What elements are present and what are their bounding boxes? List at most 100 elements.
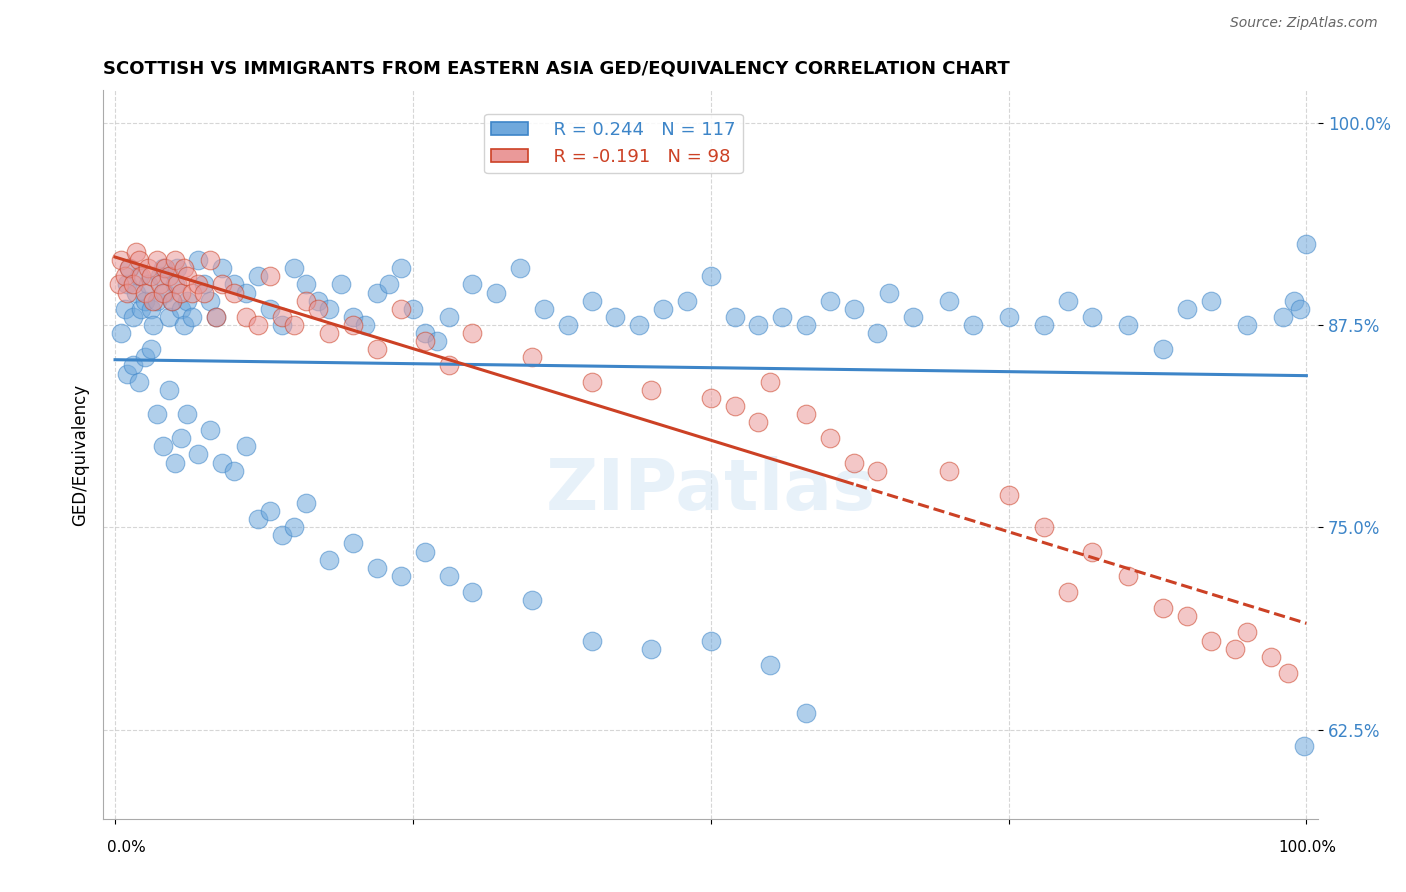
Point	[759, 657, 782, 672]
Point	[294, 496, 316, 510]
Point	[581, 375, 603, 389]
Point	[461, 585, 484, 599]
Point	[205, 310, 228, 324]
Point	[294, 277, 316, 292]
Point	[235, 439, 257, 453]
Point	[157, 269, 180, 284]
Point	[794, 318, 817, 332]
Point	[342, 318, 364, 332]
Point	[163, 253, 186, 268]
Point	[153, 285, 176, 300]
Point	[605, 310, 627, 324]
Point	[224, 277, 246, 292]
Point	[903, 310, 925, 324]
Point	[1277, 665, 1299, 680]
Point	[110, 253, 132, 268]
Point	[166, 261, 188, 276]
Point	[1057, 585, 1080, 599]
Point	[818, 431, 841, 445]
Point	[193, 285, 215, 300]
Point	[160, 293, 183, 308]
Point	[842, 301, 865, 316]
Point	[200, 423, 222, 437]
Point	[114, 269, 136, 284]
Point	[1116, 318, 1139, 332]
Point	[149, 269, 172, 284]
Point	[413, 544, 436, 558]
Point	[640, 383, 662, 397]
Text: 0.0%: 0.0%	[107, 840, 146, 855]
Point	[794, 706, 817, 721]
Point	[581, 293, 603, 308]
Text: SCOTTISH VS IMMIGRANTS FROM EASTERN ASIA GED/EQUIVALENCY CORRELATION CHART: SCOTTISH VS IMMIGRANTS FROM EASTERN ASIA…	[103, 60, 1010, 78]
Point	[1033, 520, 1056, 534]
Point	[139, 343, 162, 357]
Point	[129, 269, 152, 284]
Point	[640, 641, 662, 656]
Point	[173, 318, 195, 332]
Point	[318, 552, 340, 566]
Point	[938, 293, 960, 308]
Point	[270, 318, 292, 332]
Point	[110, 326, 132, 340]
Point	[118, 261, 141, 276]
Point	[1295, 237, 1317, 252]
Point	[176, 293, 198, 308]
Point	[1116, 569, 1139, 583]
Point	[520, 351, 543, 365]
Legend:   R = 0.244   N = 117,   R = -0.191   N = 98: R = 0.244 N = 117, R = -0.191 N = 98	[484, 114, 742, 173]
Point	[307, 301, 329, 316]
Point	[818, 293, 841, 308]
Point	[676, 293, 699, 308]
Point	[200, 293, 222, 308]
Point	[224, 464, 246, 478]
Point	[747, 318, 769, 332]
Point	[1152, 343, 1174, 357]
Point	[134, 285, 156, 300]
Point	[259, 301, 281, 316]
Point	[169, 431, 191, 445]
Point	[205, 310, 228, 324]
Point	[142, 293, 165, 308]
Point	[160, 293, 183, 308]
Point	[1081, 544, 1104, 558]
Point	[152, 261, 174, 276]
Point	[153, 261, 176, 276]
Point	[115, 285, 138, 300]
Point	[125, 285, 148, 300]
Point	[122, 359, 145, 373]
Point	[378, 277, 401, 292]
Point	[437, 569, 460, 583]
Point	[138, 261, 160, 276]
Text: Source: ZipAtlas.com: Source: ZipAtlas.com	[1230, 16, 1378, 29]
Point	[166, 277, 188, 292]
Point	[145, 293, 167, 308]
Point	[152, 439, 174, 453]
Point	[193, 277, 215, 292]
Point	[413, 334, 436, 348]
Point	[402, 301, 425, 316]
Point	[118, 261, 141, 276]
Point	[145, 253, 167, 268]
Point	[509, 261, 531, 276]
Point	[114, 301, 136, 316]
Point	[125, 245, 148, 260]
Point	[115, 277, 138, 292]
Point	[366, 285, 388, 300]
Point	[259, 269, 281, 284]
Point	[581, 633, 603, 648]
Point	[283, 261, 305, 276]
Point	[176, 407, 198, 421]
Point	[176, 269, 198, 284]
Point	[211, 456, 233, 470]
Point	[354, 318, 377, 332]
Point	[842, 456, 865, 470]
Point	[211, 261, 233, 276]
Point	[723, 399, 745, 413]
Point	[283, 318, 305, 332]
Point	[794, 407, 817, 421]
Point	[145, 407, 167, 421]
Point	[962, 318, 984, 332]
Point	[270, 310, 292, 324]
Point	[1271, 310, 1294, 324]
